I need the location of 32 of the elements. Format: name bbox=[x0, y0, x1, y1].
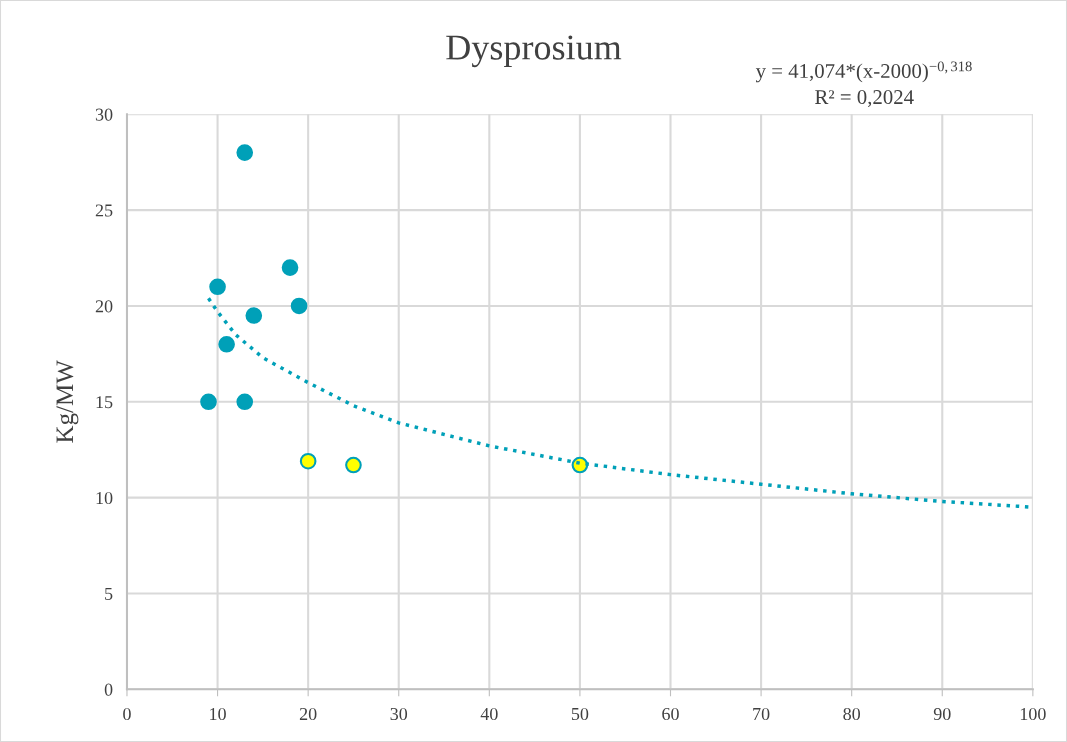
point bbox=[281, 259, 299, 276]
y-tick-label: 0 bbox=[104, 683, 113, 696]
y-tick-label: 10 bbox=[96, 491, 113, 505]
x-tick-label: 70 bbox=[753, 707, 770, 721]
x-tick-label: 30 bbox=[390, 707, 408, 721]
text: R² = 0,2024 bbox=[815, 90, 914, 108]
y-tick-label: 15 bbox=[96, 396, 113, 409]
y-tick-label: 30 bbox=[95, 108, 113, 121]
x-tick-label: 100 bbox=[1020, 707, 1046, 721]
point bbox=[236, 144, 254, 161]
point bbox=[209, 278, 226, 296]
y-tick-label: 5 bbox=[105, 587, 113, 600]
x-tick-label: 0 bbox=[123, 707, 131, 721]
point bbox=[290, 297, 308, 315]
point bbox=[299, 452, 317, 470]
chart-title: Dysprosium bbox=[446, 35, 622, 68]
x-tick-label: 90 bbox=[933, 707, 951, 721]
x-tick-label: 40 bbox=[480, 707, 498, 721]
y-axis-title: Kg/MW bbox=[56, 360, 79, 443]
x-tick-label: 10 bbox=[210, 707, 226, 721]
point bbox=[200, 393, 217, 411]
point bbox=[245, 307, 263, 324]
y-tick-label: 25 bbox=[95, 204, 113, 217]
y-tick-label: 20 bbox=[95, 300, 113, 313]
x-tick-label: 80 bbox=[843, 707, 861, 721]
point bbox=[236, 393, 254, 411]
x-tick-label: 50 bbox=[571, 707, 589, 721]
text: y = 41,074*(x-2000)$^{−0,318}$ bbox=[755, 61, 972, 83]
point bbox=[218, 335, 235, 353]
x-tick-label: 60 bbox=[662, 707, 679, 721]
x-tick-label: 20 bbox=[299, 707, 317, 721]
point bbox=[345, 456, 362, 474]
